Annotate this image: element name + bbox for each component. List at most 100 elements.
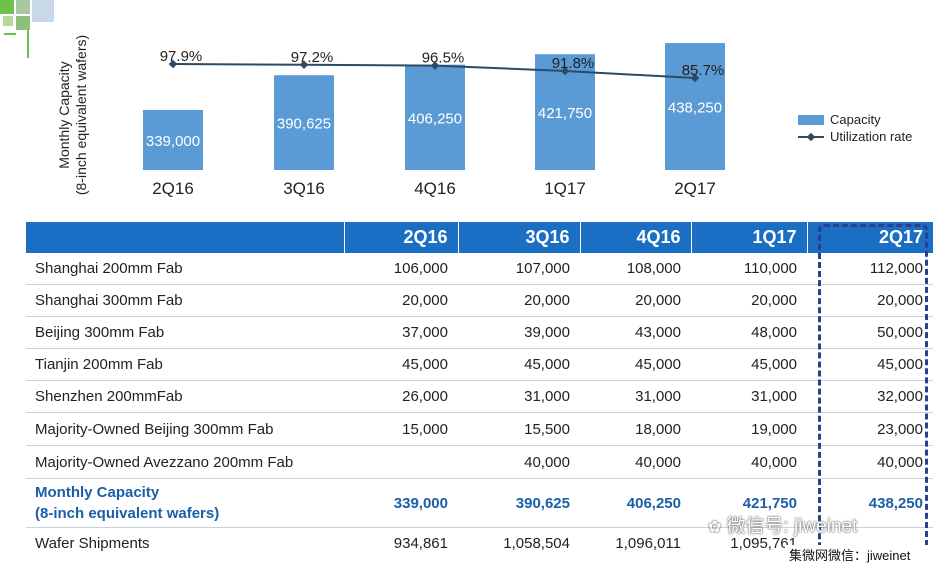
row-name: Beijing 300mm Fab bbox=[26, 316, 344, 349]
utilization-point-2q16 bbox=[168, 59, 178, 69]
x-tick-label-2q16: 2Q16 bbox=[152, 179, 194, 198]
y-axis-label-line2: (8-inch equivalent wafers) bbox=[73, 34, 89, 196]
cell-value: 438,250 bbox=[807, 478, 933, 528]
cell-value: 31,000 bbox=[458, 380, 580, 413]
capacity-bar-label-2q16: 339,000 bbox=[146, 133, 200, 150]
source-watermark: 集微网微信：jiweinet bbox=[785, 545, 935, 567]
row-name-total-line1: Monthly Capacity bbox=[35, 484, 160, 501]
cell-value: 20,000 bbox=[807, 284, 933, 317]
row-name: Majority-Owned Beijing 300mm Fab bbox=[26, 412, 344, 446]
cell-value: 37,000 bbox=[344, 316, 458, 349]
cell-value: 45,000 bbox=[691, 348, 807, 381]
cell-value: 110,000 bbox=[691, 253, 807, 285]
cell-value: 32,000 bbox=[807, 380, 933, 413]
row-name: Shanghai 200mm Fab bbox=[26, 253, 344, 285]
wechat-watermark: ✿ 微信号: jiweinet bbox=[708, 511, 857, 538]
x-tick-label-2q17: 2Q17 bbox=[674, 179, 716, 198]
capacity-utilization-chart: 339,000 390,625 406,250 421,750 438,250 97.9… bbox=[143, 43, 725, 198]
cell-value: 48,000 bbox=[691, 316, 807, 349]
cell-value: 1,058,504 bbox=[503, 534, 570, 552]
cell-value: 45,000 bbox=[458, 348, 580, 381]
table-row: Shenzhen 200mmFab 26,000 31,000 31,000 3… bbox=[26, 380, 933, 413]
cell-value: 20,000 bbox=[344, 284, 458, 317]
utilization-label-2q16: 97.9% bbox=[160, 48, 203, 65]
legend-swatch-utilization bbox=[798, 132, 824, 142]
wechat-account-text: 微信号: jiweinet bbox=[726, 516, 858, 537]
capacity-bar-label-1q17: 421,750 bbox=[538, 105, 592, 122]
x-tick-label-1q17: 1Q17 bbox=[544, 179, 586, 198]
row-name-total: Monthly Capacity (8-inch equivalent wafe… bbox=[26, 478, 344, 528]
cell-value: 45,000 bbox=[580, 348, 691, 381]
legend-label-capacity: Capacity bbox=[830, 112, 881, 127]
table-header-2q16: 2Q16 bbox=[343, 222, 458, 253]
row-name: Shenzhen 200mmFab bbox=[26, 380, 344, 413]
cell-value bbox=[344, 445, 458, 479]
cell-value: 23,000 bbox=[807, 412, 933, 446]
utilization-label-3q16: 97.2% bbox=[291, 49, 334, 66]
cell-value: 112,000 bbox=[807, 253, 933, 285]
table-row: Shanghai 200mm Fab 106,000 107,000 108,0… bbox=[26, 253, 933, 285]
cell-value: 934,861 bbox=[393, 534, 448, 552]
table-row-total: Monthly Capacity (8-inch equivalent wafe… bbox=[26, 478, 933, 528]
table-header-corner bbox=[26, 222, 344, 253]
cell-value: 339,000 bbox=[344, 478, 458, 528]
row-name: Majority-Owned Avezzano 200mm Fab bbox=[26, 445, 344, 479]
cell-value: 40,000 bbox=[807, 445, 933, 479]
table-header-2q17: 2Q17 bbox=[806, 222, 933, 253]
logo-graphic bbox=[0, 0, 54, 58]
cell-value: 45,000 bbox=[807, 348, 933, 381]
cell-value: 18,000 bbox=[580, 412, 691, 446]
cell-value: 43,000 bbox=[580, 316, 691, 349]
cell-value: 20,000 bbox=[458, 284, 580, 317]
table-row: Shanghai 300mm Fab 20,000 20,000 20,000 … bbox=[26, 284, 933, 317]
table-header-4q16: 4Q16 bbox=[579, 222, 691, 253]
legend-label-utilization: Utilization rate bbox=[830, 129, 913, 144]
y-axis-label: Monthly Capacity (8-inch equivalent wafe… bbox=[50, 30, 96, 200]
cell-value: 406,250 bbox=[580, 478, 691, 528]
capacity-table: 2Q16 3Q16 4Q16 1Q17 2Q17 Shanghai 200mm … bbox=[26, 222, 933, 558]
cell-value: 390,625 bbox=[458, 478, 580, 528]
chart-legend: Capacity Utilization rate bbox=[798, 111, 912, 145]
row-name: Tianjin 200mm Fab bbox=[26, 348, 344, 381]
cell-value: 1,095,761 bbox=[730, 534, 797, 552]
cell-value: 1,096,011 bbox=[615, 534, 681, 552]
cell-value: 39,000 bbox=[458, 316, 580, 349]
row-name-total-line2: (8-inch equivalent wafers) bbox=[35, 505, 220, 522]
cell-value: 421,750 bbox=[691, 478, 807, 528]
cell-value: 107,000 bbox=[458, 253, 580, 285]
cell-value: 15,000 bbox=[344, 412, 458, 446]
cell-value: 20,000 bbox=[580, 284, 691, 317]
table-header-1q17: 1Q17 bbox=[690, 222, 807, 253]
wechat-icon: ✿ bbox=[708, 519, 722, 536]
cell-value: 26,000 bbox=[344, 380, 458, 413]
cell-value: 108,000 bbox=[580, 253, 691, 285]
table-header-3q16: 3Q16 bbox=[457, 222, 580, 253]
cell-value: 50,000 bbox=[807, 316, 933, 349]
capacity-bar-4q16 bbox=[405, 64, 465, 170]
cell-value: 20,000 bbox=[691, 284, 807, 317]
utilization-label-1q17: 91.8% bbox=[552, 55, 595, 72]
legend-swatch-capacity bbox=[798, 114, 824, 125]
x-tick-label-4q16: 4Q16 bbox=[414, 179, 456, 198]
cell-value: 15,500 bbox=[458, 412, 580, 446]
y-axis-label-line1: Monthly Capacity bbox=[56, 61, 72, 169]
cell-value: 40,000 bbox=[458, 445, 580, 479]
row-name: Shanghai 300mm Fab bbox=[26, 284, 344, 317]
table-row-shipments: Wafer Shipments 934,861 1,058,504 1,096,… bbox=[26, 528, 933, 559]
legend-item-capacity: Capacity bbox=[798, 111, 912, 128]
x-tick-label-3q16: 3Q16 bbox=[283, 179, 325, 198]
cell-value: 106,000 bbox=[344, 253, 458, 285]
utilization-label-2q17: 85.7% bbox=[682, 62, 725, 79]
highlight-box-2q17 bbox=[818, 224, 928, 567]
capacity-bar-label-4q16: 406,250 bbox=[408, 110, 462, 127]
table-row: Tianjin 200mm Fab 45,000 45,000 45,000 4… bbox=[26, 348, 933, 381]
cell-value: 45,000 bbox=[344, 348, 458, 381]
cell-value: 40,000 bbox=[691, 445, 807, 479]
table-row: Majority-Owned Beijing 300mm Fab 15,000 … bbox=[26, 412, 933, 446]
capacity-bar-label-2q17: 438,250 bbox=[668, 100, 722, 117]
row-name: Wafer Shipments bbox=[35, 534, 150, 552]
table-header-row: 2Q16 3Q16 4Q16 1Q17 2Q17 bbox=[26, 222, 933, 253]
capacity-bar-2q16 bbox=[143, 110, 203, 170]
table-row: Beijing 300mm Fab 37,000 39,000 43,000 4… bbox=[26, 316, 933, 349]
capacity-bar-2q17 bbox=[665, 43, 725, 170]
